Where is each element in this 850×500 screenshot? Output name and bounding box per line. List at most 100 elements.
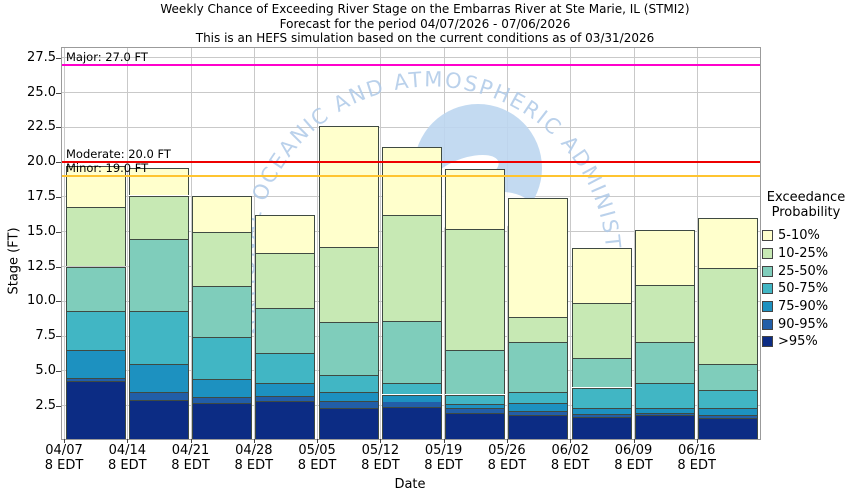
- bar-segment-04/21-10-25%: [192, 231, 252, 286]
- bar-segment-04/14-5-10%: [128, 167, 189, 196]
- legend-swatch-icon: [762, 265, 773, 277]
- x-tick-mark: [633, 439, 635, 443]
- x-tick-mark: [506, 439, 508, 443]
- threshold-layer: Major: 27.0 FT Moderate: 20.0 FT Minor: 19…: [62, 48, 760, 439]
- bar-segment-06/16-90-95%: [698, 415, 759, 419]
- bar-segment-06/16-50-75%: [698, 390, 759, 409]
- bar-segment-04/07-5-10%: [65, 166, 126, 207]
- legend-item-label: 75-90%: [778, 299, 829, 315]
- chart-title-line2: Forecast for the period 04/07/2026 - 07/…: [279, 16, 571, 31]
- bar-segment-05/26-10-25%: [508, 316, 569, 342]
- x-tick-time: 8 EDT: [614, 458, 653, 473]
- bar-segment-05/05->95%: [318, 408, 379, 439]
- bar-segment-05/26-5-10%: [508, 198, 569, 317]
- bar-segment-04/07-25-50%: [65, 266, 126, 311]
- bar-segment-05/05-90-95%: [318, 401, 379, 409]
- x-tick-mark: [570, 439, 572, 443]
- legend-title: Exceedance Probability: [762, 190, 850, 220]
- bar-segment-05/19-25-50%: [445, 349, 506, 395]
- y-tick-label: 12.5: [27, 258, 56, 274]
- bar-segment-04/28-10-25%: [255, 252, 316, 309]
- y-tick-mark: [56, 57, 61, 59]
- legend-item-label: 50-75%: [778, 281, 829, 297]
- gridline-vertical: [190, 48, 192, 439]
- legend-swatch-icon: [762, 318, 773, 330]
- x-tick-label: 04/07 8 EDT: [32, 443, 96, 473]
- legend-item-10-25%: 10-25%: [762, 245, 850, 263]
- bar-segment-04/14-25-50%: [128, 238, 189, 311]
- y-tick-label: 10.0: [27, 293, 56, 309]
- y-tick-mark: [56, 301, 61, 303]
- bar-segment-06/09-5-10%: [635, 230, 695, 285]
- legend-swatch-icon: [762, 248, 773, 260]
- bar-segment-04/28-25-50%: [255, 308, 316, 353]
- legend-item->95%: >95%: [762, 333, 850, 351]
- gridline-vertical: [633, 48, 635, 439]
- y-tick-mark: [56, 231, 61, 233]
- x-tick-mark: [317, 439, 319, 443]
- chart-title-line3: This is an HEFS simulation based on the …: [195, 31, 655, 46]
- x-tick-time: 8 EDT: [297, 458, 337, 473]
- legend-item-90-95%: 90-95%: [762, 315, 850, 333]
- bar-segment-04/21-5-10%: [192, 195, 252, 232]
- x-tick-mark: [127, 439, 129, 443]
- bar-segment-04/21-90-95%: [192, 397, 252, 403]
- y-tick-label: 7.5: [35, 328, 56, 343]
- bar-segment-05/05-25-50%: [318, 322, 379, 375]
- bar-segment-04/07-90-95%: [65, 377, 126, 381]
- x-tick-date: 04/14: [108, 443, 147, 458]
- y-tick-mark: [56, 336, 61, 337]
- gridline-vertical: [127, 48, 129, 439]
- legend-item-label: 25-50%: [778, 263, 829, 279]
- x-axis-title: Date: [394, 477, 426, 492]
- bar-segment-06/16-25-50%: [698, 363, 759, 391]
- bar-segment-04/21-25-50%: [192, 285, 252, 338]
- x-tick-mark: [380, 439, 382, 443]
- bar-segment-05/12-5-10%: [381, 146, 442, 215]
- gridline-vertical: [253, 48, 255, 439]
- gridline-vertical: [506, 48, 508, 439]
- gridline-vertical: [380, 48, 382, 439]
- y-tick-mark: [56, 92, 61, 94]
- bar-segment-06/09-50-75%: [635, 383, 695, 409]
- x-tick-time: 8 EDT: [550, 458, 590, 473]
- x-tick-time: 8 EDT: [487, 458, 527, 473]
- y-tick-label: 5.0: [35, 362, 56, 378]
- x-tick-date: 05/26: [488, 443, 526, 458]
- x-tick-time: 8 EDT: [234, 458, 274, 473]
- x-tick-mark: [443, 439, 445, 443]
- bar-segment-04/28-90-95%: [255, 395, 316, 402]
- x-tick-label: 05/05 8 EDT: [285, 443, 349, 473]
- legend-item-label: 90-95%: [778, 316, 829, 332]
- bar-segment-04/28-50-75%: [255, 352, 316, 384]
- x-tick-date: 06/16: [677, 443, 716, 458]
- bar-segment-04/21->95%: [192, 402, 252, 439]
- gridline-vertical: [317, 48, 319, 439]
- y-tick-label: 2.5: [35, 397, 56, 413]
- bar-segment-06/02-25-50%: [571, 358, 632, 388]
- x-tick-date: 06/09: [614, 443, 653, 458]
- bar-segment-06/16-5-10%: [698, 217, 759, 268]
- y-tick-mark: [56, 370, 61, 372]
- legend-item-75-90%: 75-90%: [762, 298, 850, 316]
- threshold-line-moderate: [62, 161, 760, 164]
- bar-segment-06/09-90-95%: [635, 412, 695, 416]
- chart-title: Weekly Chance of Exceeding River Stage o…: [0, 2, 850, 46]
- bar-segment-05/12-25-50%: [381, 320, 442, 384]
- bar-segment-04/28-75-90%: [255, 383, 316, 396]
- legend-item-25-50%: 25-50%: [762, 262, 850, 280]
- y-tick-mark: [56, 162, 61, 164]
- bar-segment-06/02-50-75%: [571, 387, 632, 409]
- bar-segment-04/14-75-90%: [128, 363, 189, 392]
- x-tick-mark: [253, 439, 255, 443]
- bar-segment-06/16->95%: [698, 418, 759, 439]
- x-tick-date: 04/28: [235, 443, 273, 458]
- bar-segment-04/14-90-95%: [128, 391, 189, 400]
- x-tick-label: 06/02 8 EDT: [538, 443, 602, 473]
- bar-segment-04/14-10-25%: [128, 195, 189, 239]
- bar-segment-05/26->95%: [508, 415, 569, 439]
- x-tick-label: 05/12 8 EDT: [348, 443, 412, 473]
- bar-segment-05/26-90-95%: [508, 411, 569, 416]
- x-tick-date: 04/21: [171, 443, 210, 458]
